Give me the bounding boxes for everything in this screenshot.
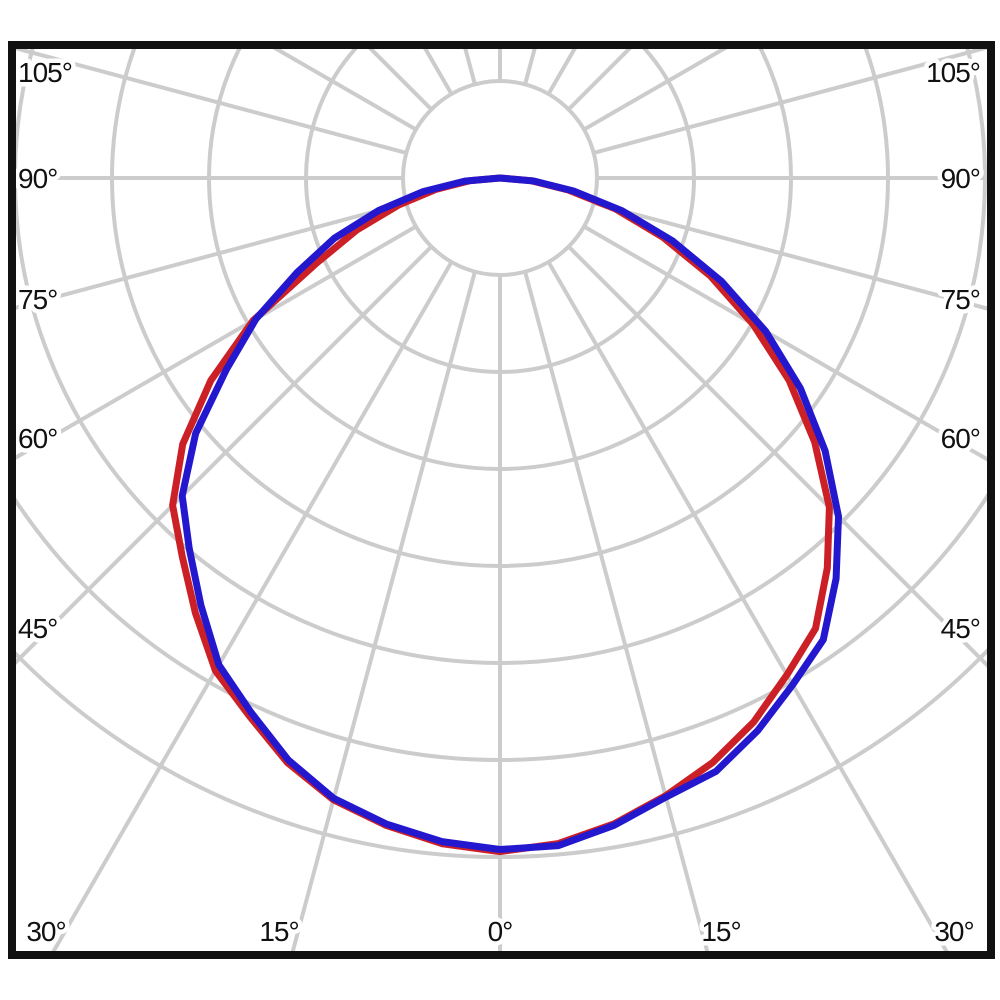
angle-gridline-spoke	[16, 49, 407, 155]
angle-gridline-spoke	[546, 260, 949, 951]
angle-label-bottom-15: 15°	[701, 916, 740, 947]
angle-gridline-spoke	[16, 245, 433, 665]
angle-label-left-45: 45°	[18, 613, 57, 644]
angle-label-bottom--15: 15°	[259, 916, 298, 947]
intensity-curves	[169, 174, 842, 856]
angle-labels: 105° 105° 90° 90° 75° 75° 60° 60° 45° 45° 30° 15° 0°…	[14, 53, 986, 952]
angle-label-right-105: 105°	[926, 57, 980, 88]
angle-label-bottom-0: 0°	[488, 916, 513, 947]
angle-gridline-spoke	[593, 49, 987, 155]
angle-gridline-spoke	[567, 49, 632, 111]
angle-gridline-spoke	[51, 260, 454, 951]
angle-label-right-60: 60°	[941, 423, 980, 454]
angle-gridline-spoke	[593, 201, 987, 311]
angle-gridline-spoke	[523, 271, 710, 951]
angle-gridline-spoke	[567, 245, 987, 668]
angle-label-left-105: 105°	[18, 57, 72, 88]
intensity-curve-blue	[178, 174, 842, 853]
angle-label-bottom-30: 30°	[934, 916, 973, 947]
angle-label-left-75: 75°	[18, 284, 57, 315]
angle-label-left-90: 90°	[18, 163, 57, 194]
angle-label-left-60: 60°	[18, 423, 57, 454]
angle-label-right-75: 75°	[941, 284, 980, 315]
angle-gridline-spoke	[368, 49, 433, 111]
angle-label-bottom--30: 30°	[26, 916, 65, 947]
angle-label-right-90: 90°	[941, 163, 980, 194]
angle-gridline-spoke	[16, 201, 407, 310]
angle-label-right-45: 45°	[941, 613, 980, 644]
chart-frame	[8, 41, 995, 959]
angle-gridline-spoke	[290, 271, 477, 951]
angle-gridline-spoke	[582, 224, 987, 462]
